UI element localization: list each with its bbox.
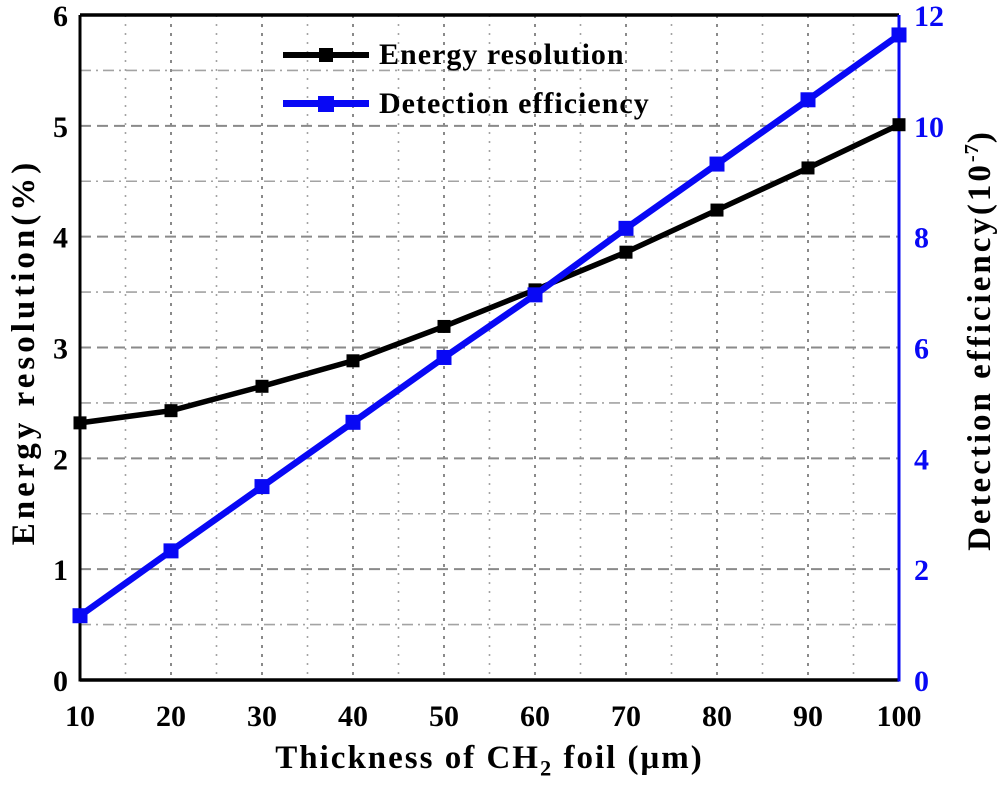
left-axis-tick-label: 2 — [53, 443, 68, 476]
data-point-marker-energy-resolution — [73, 416, 87, 430]
right-axis-tick-label: 2 — [914, 554, 929, 587]
right-axis-tick-label: 6 — [914, 333, 929, 366]
x-axis-tick-label: 80 — [702, 700, 732, 733]
x-axis-tick-label: 90 — [793, 700, 823, 733]
right-axis-title-text: Detection efficiency(10 — [962, 162, 998, 551]
right-axis-tick-label: 0 — [914, 665, 929, 698]
x-axis-title: Thickness of CH2 foil (μm) — [80, 740, 899, 782]
right-axis-tick-label: 4 — [914, 443, 929, 476]
data-point-marker-detection-efficiency — [618, 220, 634, 236]
x-axis-tick-label: 50 — [429, 700, 459, 733]
right-axis-title-superscript: -7 — [961, 143, 983, 163]
x-axis-title-suffix: foil (μm) — [553, 740, 704, 776]
legend-line-sample — [283, 95, 369, 112]
right-axis-title: Detection efficiency(10-7) — [951, 18, 998, 662]
data-point-marker-energy-resolution — [164, 404, 178, 418]
data-point-marker-energy-resolution — [892, 118, 906, 132]
left-axis-tick-label: 4 — [53, 222, 68, 255]
series-line-detection-efficiency — [78, 32, 901, 619]
left-axis-tick-label: 6 — [53, 0, 68, 33]
square-marker-icon — [319, 47, 333, 62]
legend: Energy resolution Detection efficiency — [283, 30, 650, 128]
legend-item-energy-resolution: Energy resolution — [283, 30, 650, 79]
right-axis-tick-label: 10 — [914, 111, 944, 144]
legend-line-sample — [283, 47, 369, 62]
data-point-marker-energy-resolution — [801, 161, 815, 175]
data-point-marker-detection-efficiency — [254, 479, 270, 495]
legend-item-detection-efficiency: Detection efficiency — [283, 79, 650, 128]
data-point-marker-energy-resolution — [346, 354, 360, 368]
x-axis-tick-label: 20 — [156, 700, 186, 733]
data-point-marker-detection-efficiency — [527, 287, 543, 303]
left-axis-tick-label: 1 — [53, 554, 68, 587]
data-point-marker-energy-resolution — [710, 203, 724, 217]
left-axis-tick-label: 0 — [53, 665, 68, 698]
x-axis-tick-label: 60 — [520, 700, 550, 733]
square-marker-icon — [318, 95, 334, 112]
series-line-energy-resolution — [79, 122, 901, 426]
data-point-marker-detection-efficiency — [436, 349, 452, 365]
right-axis-title-close: ) — [962, 129, 998, 144]
data-point-marker-energy-resolution — [619, 245, 633, 259]
data-point-marker-detection-efficiency — [800, 92, 816, 108]
data-point-marker-detection-efficiency — [163, 543, 179, 559]
right-axis-tick-label: 12 — [914, 0, 944, 33]
left-axis-tick-label: 3 — [53, 333, 68, 366]
data-point-marker-energy-resolution — [255, 379, 269, 393]
legend-label: Energy resolution — [379, 37, 625, 71]
data-point-marker-detection-efficiency — [709, 156, 725, 172]
x-axis-tick-label: 30 — [247, 700, 277, 733]
x-axis-title-subscript: 2 — [539, 755, 554, 781]
left-axis-title: Energy resolution(%) — [6, 158, 42, 546]
x-axis-title-text: Thickness of CH — [275, 740, 540, 776]
left-axis-tick-label: 5 — [53, 111, 68, 144]
x-axis-tick-label: 10 — [65, 700, 95, 733]
x-axis-tick-label: 40 — [338, 700, 368, 733]
data-point-marker-detection-efficiency — [345, 414, 361, 430]
data-point-marker-energy-resolution — [437, 319, 451, 333]
legend-label: Detection efficiency — [379, 86, 650, 120]
data-point-marker-detection-efficiency — [891, 27, 907, 43]
x-axis-tick-label: 70 — [611, 700, 641, 733]
right-axis-tick-label: 8 — [914, 222, 929, 255]
x-axis-tick-label: 100 — [877, 700, 922, 733]
data-point-marker-detection-efficiency — [72, 608, 88, 624]
